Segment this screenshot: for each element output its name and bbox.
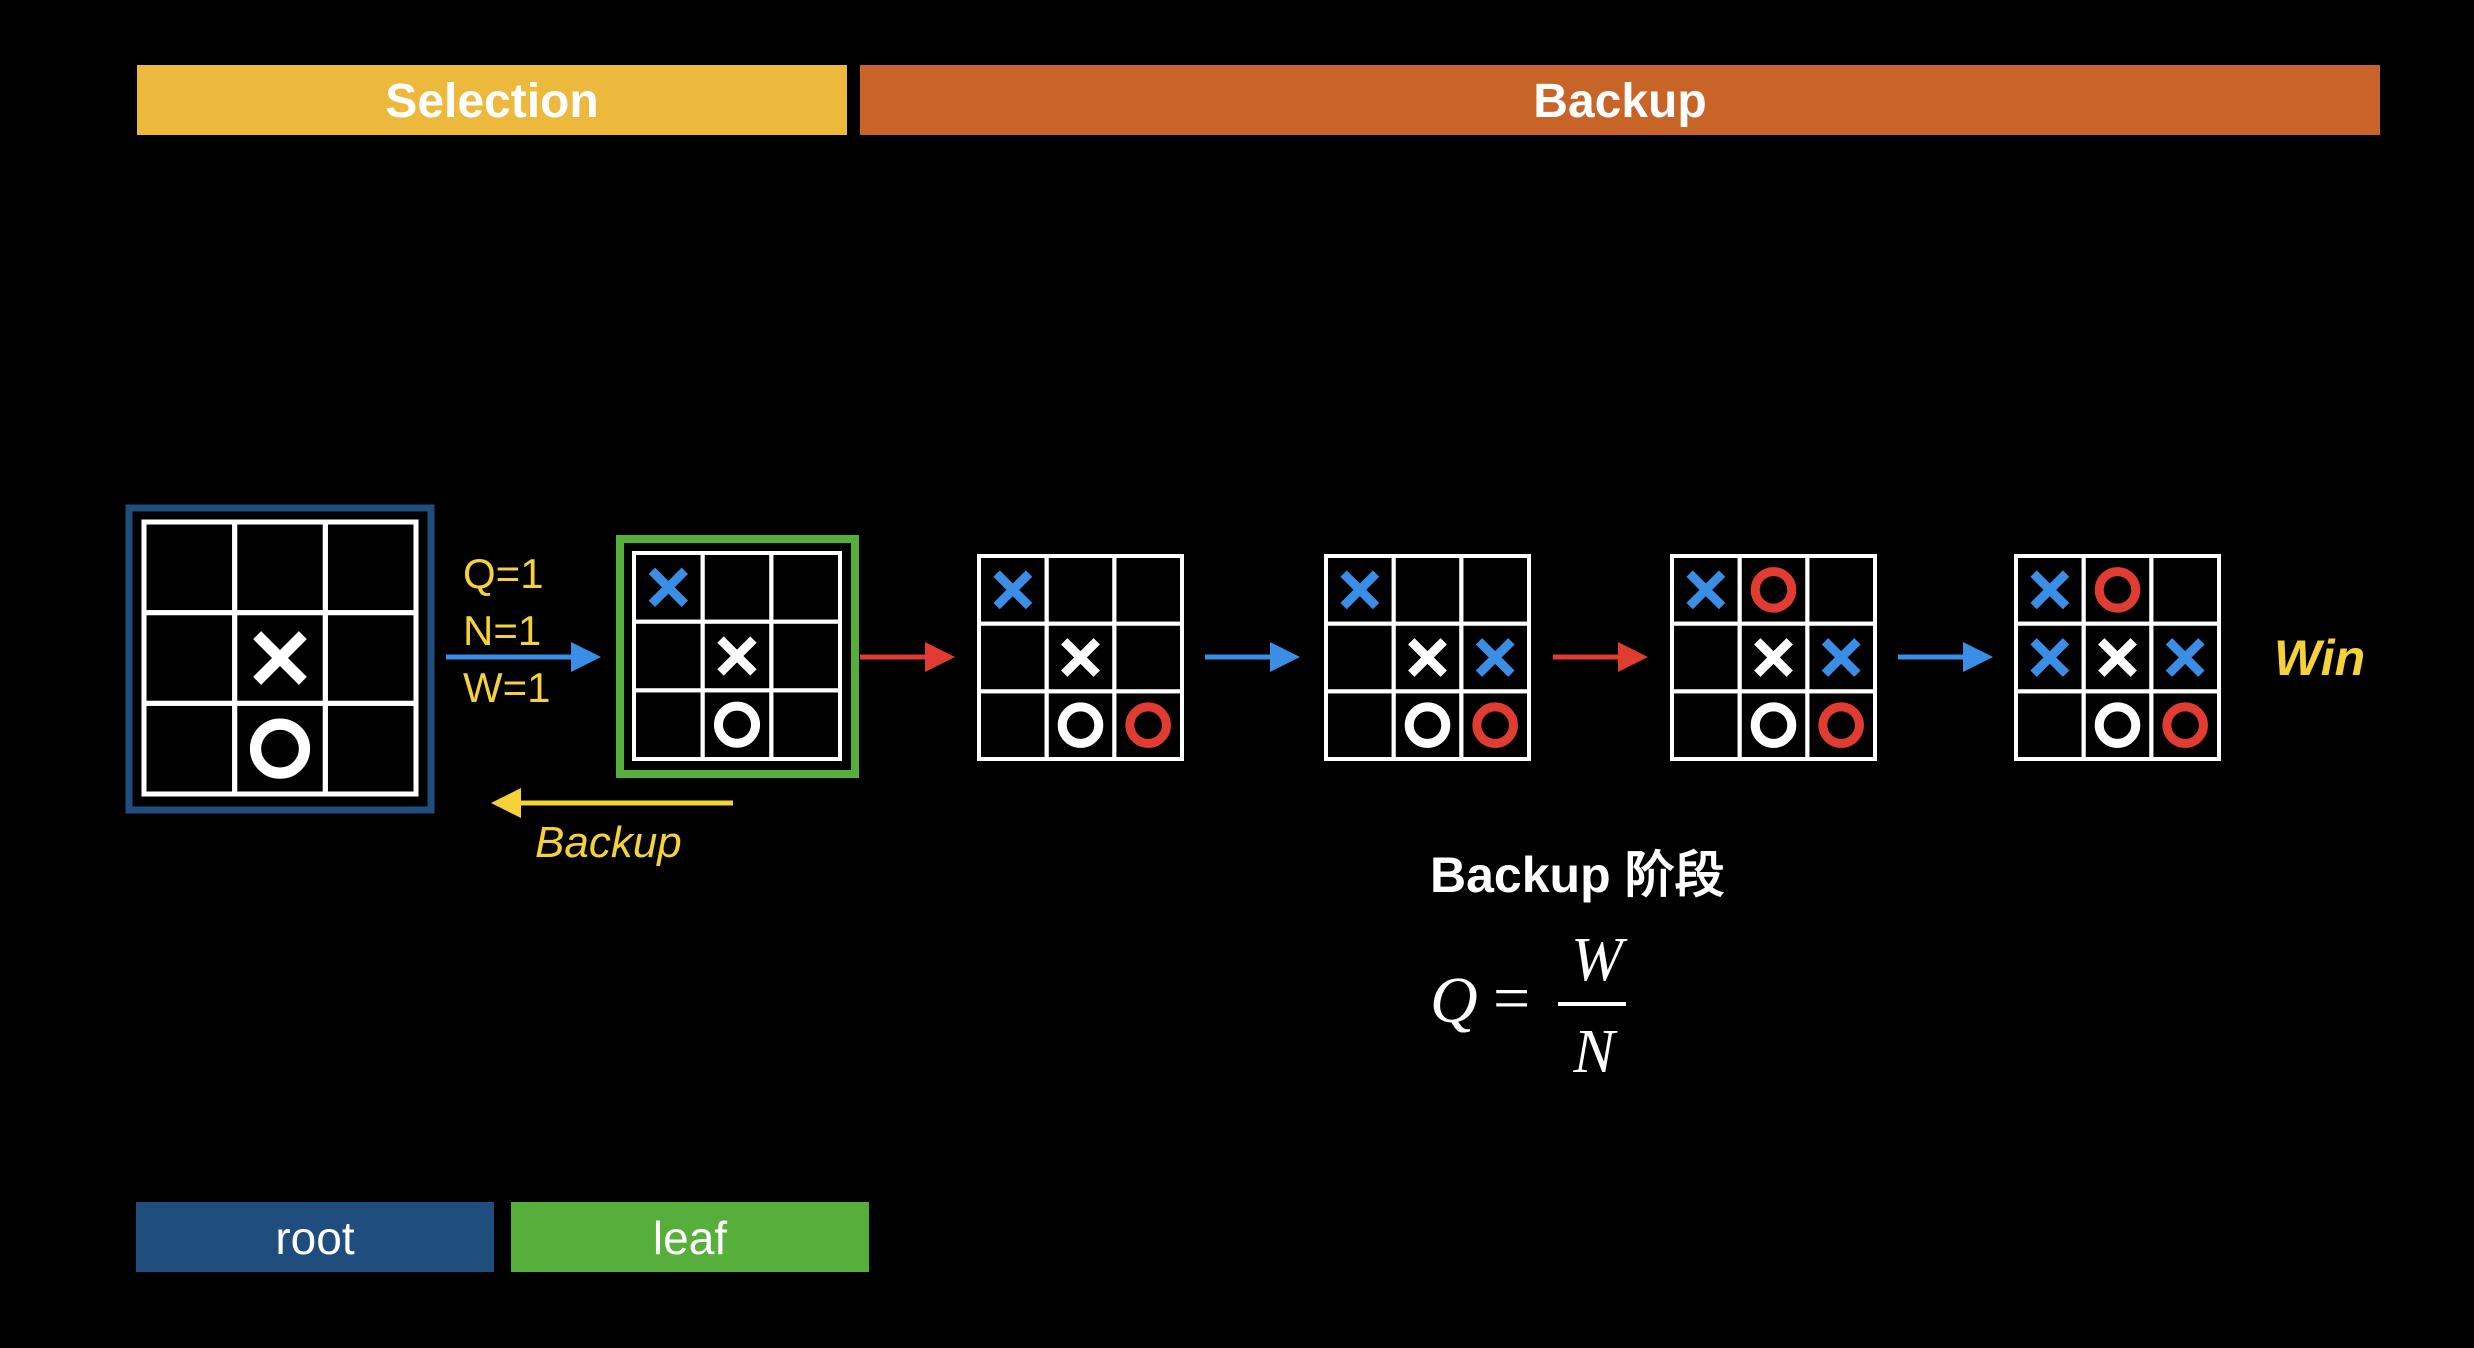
blue-x-mark xyxy=(2165,638,2205,677)
phase-title: Backup 阶段 xyxy=(1430,847,1725,903)
board-6-rollout xyxy=(2014,554,2221,761)
board-cell xyxy=(141,610,238,706)
board-cell xyxy=(769,619,842,693)
blue-x-mark xyxy=(993,570,1033,610)
red-o-mark xyxy=(1472,702,1518,748)
white-x-mark xyxy=(2098,638,2137,677)
white-x-mark xyxy=(1061,638,1100,677)
board-cell xyxy=(2149,554,2221,626)
red-o-mark xyxy=(1818,702,1864,748)
selection-banner: Selection xyxy=(137,65,847,135)
red-o-mark xyxy=(1750,567,1797,613)
board-cell xyxy=(1391,689,1464,761)
board-cell xyxy=(700,688,774,761)
board-cell xyxy=(232,519,328,616)
white-o-mark xyxy=(1404,702,1451,748)
legend-leaf-label: leaf xyxy=(653,1212,727,1264)
blue-x-mark xyxy=(1686,570,1726,610)
root-highlight-frame xyxy=(125,504,435,814)
stat-w: W=1 xyxy=(463,664,551,711)
white-o-mark xyxy=(2094,702,2141,748)
board-cell xyxy=(322,610,419,706)
board-cell xyxy=(632,619,705,693)
white-o-mark xyxy=(1057,702,1104,748)
blue-x-mark xyxy=(1475,638,1515,677)
board-cell xyxy=(1044,554,1117,626)
blue-x-mark xyxy=(1821,638,1861,677)
board-cell xyxy=(1670,689,1742,761)
board-cell xyxy=(1805,554,1878,626)
white-x-mark xyxy=(1408,638,1447,677)
board-cell xyxy=(700,551,774,624)
board-cell xyxy=(1324,689,1396,761)
board-cell xyxy=(1044,689,1117,761)
legend-leaf: leaf xyxy=(511,1202,869,1272)
win-label: Win xyxy=(2274,630,2365,686)
selection-banner-label: Selection xyxy=(385,75,598,128)
board-cell xyxy=(1112,621,1185,694)
board-cell xyxy=(632,688,705,761)
board-cell xyxy=(1391,554,1464,626)
backup-arrow-label: Backup xyxy=(535,818,682,867)
stat-q: Q=1 xyxy=(463,550,544,597)
board-cell xyxy=(1324,621,1396,694)
board-cell xyxy=(769,551,842,624)
backup-banner: Backup xyxy=(860,65,2380,135)
blue-x-mark xyxy=(648,567,688,607)
board-cell xyxy=(977,689,1049,761)
board-cell xyxy=(1737,689,1810,761)
red-o-mark xyxy=(2162,702,2208,748)
board-cell xyxy=(1112,554,1185,626)
red-o-mark xyxy=(2094,567,2141,613)
backup-banner-label: Backup xyxy=(1533,75,1706,128)
board-cell xyxy=(1459,689,1532,761)
board-5-rollout xyxy=(1670,554,1878,761)
white-x-mark xyxy=(1754,638,1793,677)
board-cell xyxy=(322,700,419,797)
q-formula: Q = W N xyxy=(1430,926,1628,1086)
board-2-leaf xyxy=(632,551,842,761)
board-cell xyxy=(977,621,1049,694)
board-cell xyxy=(141,519,238,616)
node-stats: Q=1 N=1 W=1 xyxy=(463,550,551,711)
board-cell xyxy=(1112,689,1185,761)
board-cell xyxy=(1459,554,1532,626)
formula-denominator: N xyxy=(1572,1018,1618,1086)
board-cell xyxy=(1805,689,1878,761)
board-cell xyxy=(322,519,419,616)
board-cell xyxy=(141,700,238,797)
stat-n: N=1 xyxy=(463,607,541,654)
formula-lhs: Q xyxy=(1430,964,1478,1037)
white-o-mark xyxy=(1750,702,1797,748)
white-x-mark xyxy=(717,636,757,676)
board-cell xyxy=(1737,554,1810,626)
formula-equals: = xyxy=(1493,962,1530,1035)
boards-layer xyxy=(141,519,2221,797)
board-cell xyxy=(2014,689,2086,761)
board-cell xyxy=(2081,689,2154,761)
white-x-mark xyxy=(253,631,307,685)
blue-x-mark xyxy=(1340,570,1380,610)
white-o-mark xyxy=(713,701,761,748)
board-1-root xyxy=(141,519,419,797)
board-cell xyxy=(769,688,842,761)
leaf-highlight-frame xyxy=(616,535,859,778)
white-o-mark xyxy=(249,718,311,779)
legend-root-label: root xyxy=(275,1212,354,1264)
board-cell xyxy=(2081,554,2154,626)
board-4-rollout xyxy=(1324,554,1532,761)
board-cell xyxy=(1670,621,1742,694)
legend-root: root xyxy=(136,1202,494,1272)
board-3-rollout xyxy=(977,554,1185,761)
blue-x-mark xyxy=(2030,570,2070,610)
red-o-mark xyxy=(1125,702,1171,748)
formula-numerator: W xyxy=(1571,926,1628,994)
blue-x-mark xyxy=(2030,638,2070,677)
board-cell xyxy=(2149,689,2221,761)
board-cell xyxy=(232,700,328,797)
